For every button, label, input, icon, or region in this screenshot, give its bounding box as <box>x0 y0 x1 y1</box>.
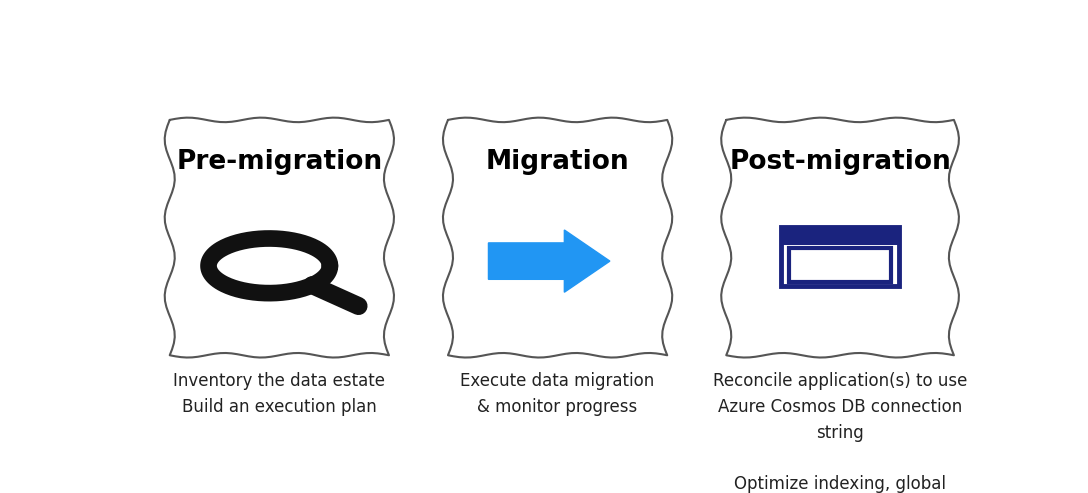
Polygon shape <box>489 230 610 292</box>
Polygon shape <box>164 118 394 357</box>
Text: Reconcile application(s) to use
Azure Cosmos DB connection
string

Optimize inde: Reconcile application(s) to use Azure Co… <box>713 372 967 493</box>
Text: Inventory the data estate
Build an execution plan: Inventory the data estate Build an execu… <box>173 372 385 416</box>
Text: Execute data migration
& monitor progress: Execute data migration & monitor progres… <box>460 372 655 416</box>
FancyBboxPatch shape <box>781 227 899 245</box>
Polygon shape <box>721 118 959 357</box>
FancyBboxPatch shape <box>790 248 891 282</box>
Text: Migration: Migration <box>485 149 630 175</box>
FancyBboxPatch shape <box>781 227 899 286</box>
Text: Post-migration: Post-migration <box>729 149 951 175</box>
Text: Pre-migration: Pre-migration <box>176 149 382 175</box>
Polygon shape <box>443 118 672 357</box>
